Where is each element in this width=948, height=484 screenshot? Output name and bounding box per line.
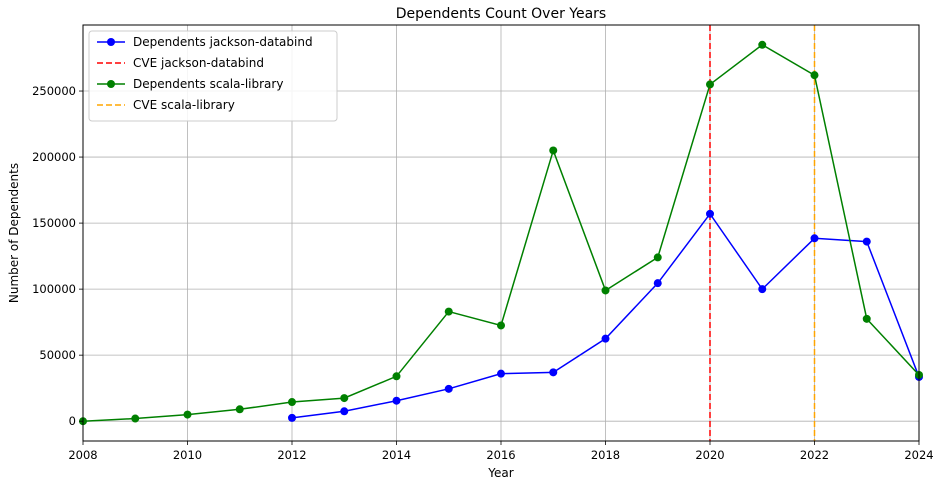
data-point [288,398,296,407]
data-point [340,407,349,416]
data-point [653,253,662,262]
data-point [653,279,662,288]
x-tick-label: 2018 [591,448,620,462]
legend-label: Dependents jackson-databind [133,35,313,49]
legend-label: Dependents scala-library [133,77,283,91]
legend-marker [107,38,115,46]
data-point [131,414,140,423]
data-point [810,71,819,80]
legend-entry: CVE scala-library [97,98,235,112]
data-point [601,286,610,295]
x-tick-label: 2024 [904,448,933,462]
y-tick-label: 50000 [39,348,76,362]
data-point [549,146,558,155]
chart-title: Dependents Count Over Years [396,6,606,22]
y-tick-label: 100000 [32,282,76,296]
legend-label: CVE scala-library [133,98,235,112]
x-tick-label: 2012 [277,448,306,462]
data-point [862,314,871,323]
x-tick-label: 2020 [695,448,724,462]
data-point [444,307,453,316]
data-point [549,368,558,377]
y-axis-label: Number of Dependents [7,163,21,303]
data-point [497,369,505,378]
axis-ticks: 2008 2010 2012 2014 2016 2018 2020 2022 2024 0 500… [32,84,934,462]
data-point [392,372,401,381]
data-point [497,321,505,330]
data-point [706,209,714,218]
data-point [862,237,871,246]
legend-entry: Dependents jackson-databind [97,35,313,49]
data-point [706,80,714,89]
data-point [392,396,401,405]
data-point [288,413,296,422]
data-series [79,40,923,426]
legend-entry: CVE jackson-databind [97,56,264,70]
y-tick-label: 200000 [32,150,76,164]
x-tick-label: 2010 [173,448,202,462]
x-axis-label: Year [487,466,513,480]
data-point [235,405,244,414]
x-tick-label: 2014 [382,448,411,462]
x-tick-label: 2022 [800,448,829,462]
legend: Dependents jackson-databind CVE jackson-d… [88,30,338,122]
legend-box [88,30,338,122]
cve-lines [709,25,816,441]
data-point [183,410,192,419]
y-tick-label: 150000 [32,216,76,230]
data-point [758,285,767,294]
legend-label: CVE jackson-databind [133,56,264,70]
data-point [340,394,349,403]
y-tick-label: 0 [69,414,76,428]
x-tick-label: 2008 [68,448,97,462]
legend-entry: Dependents scala-library [97,77,283,91]
data-point [601,334,610,343]
data-point [810,234,819,243]
y-tick-label: 250000 [32,84,76,98]
data-point [758,40,767,49]
x-tick-label: 2016 [486,448,515,462]
legend-marker [107,80,115,88]
data-point [444,384,453,393]
